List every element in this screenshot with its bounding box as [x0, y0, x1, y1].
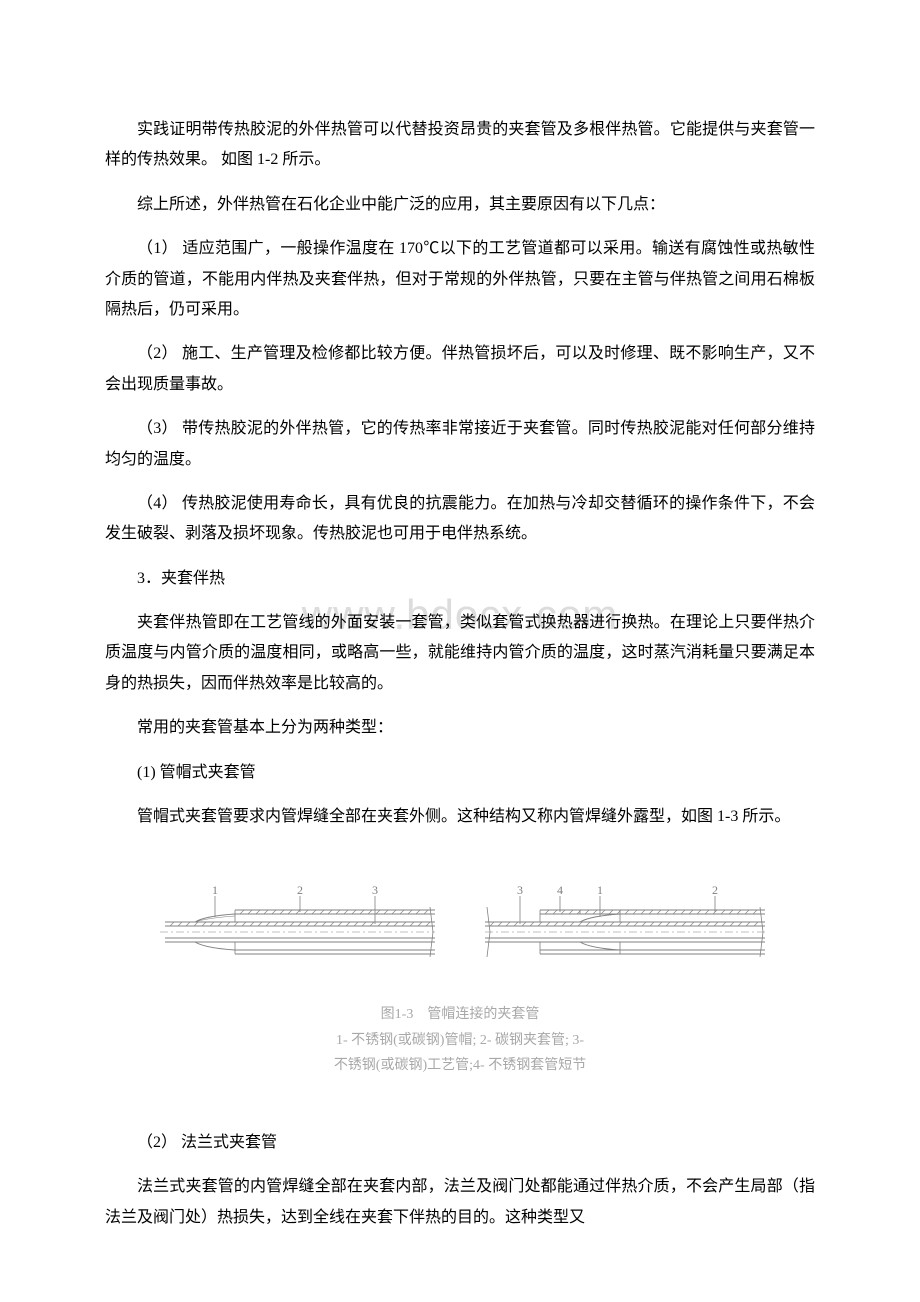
paragraph-point-2: （2） 施工、生产管理及检修都比较方便。伴热管损坏后，可以及时修理、既不影响生产… — [105, 339, 815, 400]
paragraph-types-intro: 常用的夹套管基本上分为两种类型： — [105, 713, 815, 743]
label-1: 1 — [212, 883, 218, 897]
section-heading-3: 3．夹套伴热 — [105, 564, 815, 594]
subsection-2-heading: （2） 法兰式夹套管 — [105, 1128, 815, 1158]
paragraph-jacket-desc: 夹套伴热管即在工艺管线的外面安装一套管，类似套管式换热器进行换热。在理论上只要伴… — [105, 608, 815, 699]
paragraph-cap-type-desc: 管帽式夹套管要求内管焊缝全部在夹套外侧。这种结构又称内管焊缝外露型，如图 1-3… — [105, 802, 815, 832]
caption-line-2: 1- 不锈钢(或碳钢)管帽; 2- 碳钢夹套管; 3- — [105, 1028, 815, 1053]
subsection-1-heading: (1) 管帽式夹套管 — [105, 758, 815, 788]
label-1b: 1 — [597, 883, 603, 897]
document-content: 实践证明带传热胶泥的外伴热管可以代替投资昂贵的夹套管及多根伴热管。它能提供与夹套… — [105, 115, 815, 1233]
paragraph-point-4: （4） 传热胶泥使用寿命长，具有优良的抗震能力。在加热与冷却交替循环的操作条件下… — [105, 489, 815, 550]
paragraph-point-3: （3） 带传热胶泥的外伴热管，它的传热率非常接近于夹套管。同时传热胶泥能对任何部… — [105, 414, 815, 475]
caption-line-1: 图1-3 管帽连接的夹套管 — [105, 1002, 815, 1027]
paragraph-summary: 综上所述，外伴热管在石化企业中能广泛的应用，其主要原因有以下几点： — [105, 190, 815, 220]
figure-1-3: 1 2 3 — [105, 882, 815, 962]
label-3b: 3 — [517, 883, 523, 897]
diagram-left: 1 2 3 — [155, 882, 435, 962]
label-4: 4 — [557, 883, 563, 897]
paragraph-intro: 实践证明带传热胶泥的外伴热管可以代替投资昂贵的夹套管及多根伴热管。它能提供与夹套… — [105, 115, 815, 176]
paragraph-flange-type-desc: 法兰式夹套管的内管焊缝全部在夹套内部，法兰及阀门处都能通过伴热介质，不会产生局部… — [105, 1172, 815, 1233]
label-2: 2 — [297, 883, 303, 897]
label-2b: 2 — [712, 883, 718, 897]
figure-caption: 图1-3 管帽连接的夹套管 1- 不锈钢(或碳钢)管帽; 2- 碳钢夹套管; 3… — [105, 1002, 815, 1078]
caption-line-3: 不锈钢(或碳钢)工艺管;4- 不锈钢套管短节 — [105, 1053, 815, 1078]
paragraph-point-1: （1） 适应范围广，一般操作温度在 170℃以下的工艺管道都可以采用。输送有腐蚀… — [105, 234, 815, 325]
label-3: 3 — [372, 883, 378, 897]
diagram-right: 3 4 1 2 — [485, 882, 765, 962]
